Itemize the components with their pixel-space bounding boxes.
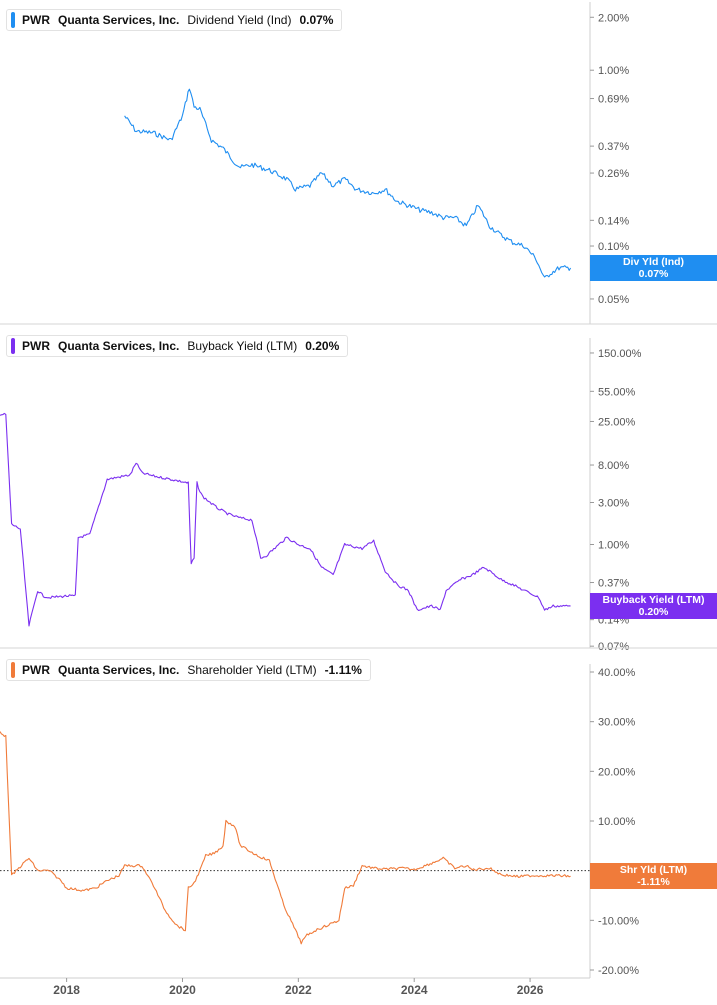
y-tick-label: 30.00% — [598, 717, 636, 729]
legend-buyback-yield[interactable]: PWR Quanta Services, Inc. Buyback Yield … — [6, 335, 349, 357]
y-tick-label: 0.07% — [598, 641, 629, 653]
series-line — [0, 731, 571, 945]
legend-metric: Dividend Yield (Ind) — [187, 13, 292, 27]
x-axis: 2018 2020 2022 2024 2026 — [0, 977, 590, 997]
y-tick-label: 150.00% — [598, 348, 642, 360]
badge-label: Shr Yld (LTM) — [619, 864, 688, 877]
chart-panels: 2.00% 1.00% 0.69% 0.37% 0.26% 0.14% 0.10% 0.07%… — [0, 2, 717, 978]
y-tick-label: 0.37% — [598, 141, 629, 153]
badge-value: 0.07% — [638, 267, 669, 280]
y-tick-label: 0.05% — [598, 294, 629, 306]
badge-buyback-yield: Buyback Yield (LTM) 0.20% — [590, 593, 717, 620]
y-tick-label: 1.00% — [598, 65, 629, 77]
legend-dividend-yield[interactable]: PWR Quanta Services, Inc. Dividend Yield… — [6, 9, 343, 31]
legend-value: -1.11% — [324, 663, 362, 677]
y-tick-label: 0.10% — [598, 241, 629, 253]
x-tick-label: 2026 — [517, 983, 544, 997]
legend-ticker: PWR — [22, 663, 50, 677]
legend-value: 0.20% — [305, 339, 340, 353]
legend-swatch — [11, 662, 15, 678]
legend-ticker: PWR — [22, 13, 50, 27]
y-tick-label: 20.00% — [598, 766, 636, 778]
y-tick-label: 3.00% — [598, 498, 629, 510]
legend-metric: Buyback Yield (LTM) — [187, 339, 298, 353]
badge-label: Buyback Yield (LTM) — [602, 594, 705, 607]
y-tick-label: 0.37% — [598, 578, 629, 590]
badge-value: -1.11% — [637, 876, 670, 889]
x-tick-label: 2018 — [53, 983, 80, 997]
x-tick-label: 2022 — [285, 983, 312, 997]
legend-swatch — [11, 12, 15, 28]
y-tick-label: 8.00% — [598, 460, 629, 472]
y-tick-label: 1.00% — [598, 540, 629, 552]
y-tick-label: 25.00% — [598, 416, 636, 428]
y-tick-label: 55.00% — [598, 386, 636, 398]
legend-value: 0.07% — [299, 13, 334, 27]
legend-company: Quanta Services, Inc. — [58, 13, 180, 27]
y-tick-label: -20.00% — [598, 965, 639, 977]
legend-shareholder-yield[interactable]: PWR Quanta Services, Inc. Shareholder Yi… — [6, 659, 371, 681]
x-tick-label: 2024 — [401, 983, 428, 997]
badge-dividend-yield: Div Yld (Ind) 0.07% — [590, 254, 717, 281]
series-line — [124, 88, 572, 278]
legend-metric: Shareholder Yield (LTM) — [187, 663, 317, 677]
y-tick-label: 2.00% — [598, 12, 629, 24]
badge-value: 0.20% — [638, 606, 669, 619]
legend-ticker: PWR — [22, 339, 50, 353]
badge-shareholder-yield: Shr Yld (LTM) -1.11% — [590, 863, 717, 890]
x-tick-label: 2020 — [169, 983, 196, 997]
y-tick-label: 0.69% — [598, 94, 629, 106]
y-tick-label: 40.00% — [598, 667, 636, 679]
y-tick-label: -10.00% — [598, 915, 639, 927]
legend-company: Quanta Services, Inc. — [58, 339, 180, 353]
y-tick-label: 0.14% — [598, 215, 629, 227]
badge-label: Div Yld (Ind) — [622, 255, 685, 268]
legend-swatch — [11, 338, 15, 354]
y-tick-label: 10.00% — [598, 816, 636, 828]
y-tick-label: 0.26% — [598, 168, 629, 180]
series-line — [0, 412, 571, 627]
legend-company: Quanta Services, Inc. — [58, 663, 180, 677]
